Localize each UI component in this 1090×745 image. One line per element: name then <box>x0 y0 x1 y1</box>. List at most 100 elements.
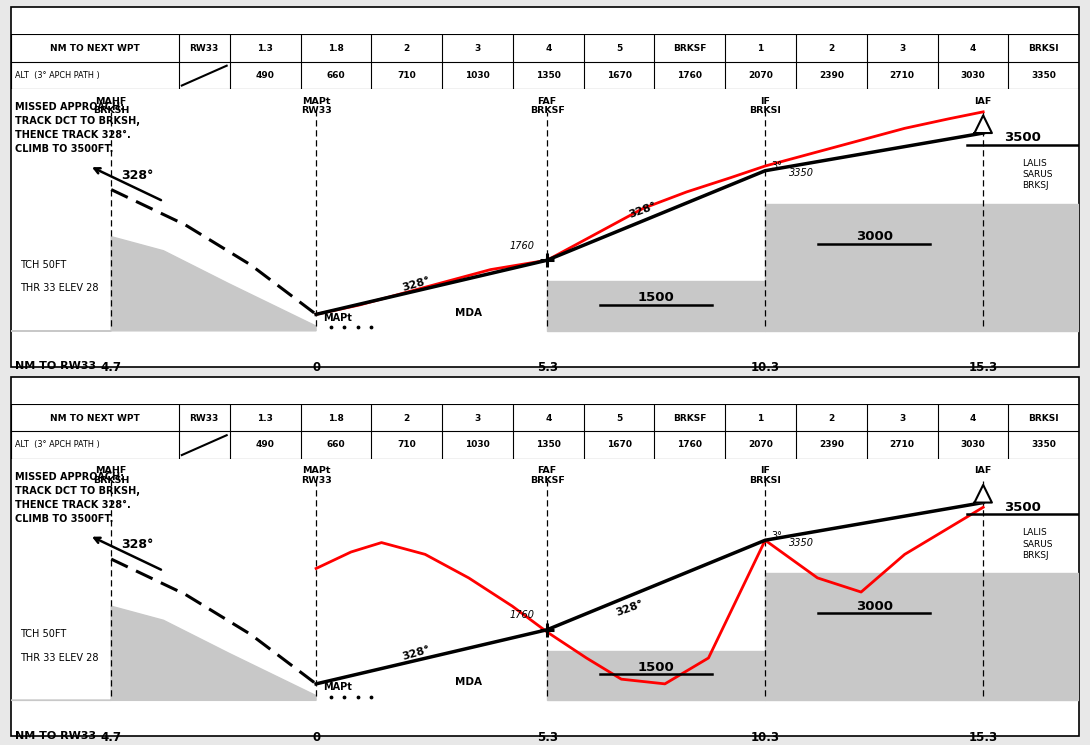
Text: 1030: 1030 <box>465 71 489 80</box>
Text: MDA: MDA <box>456 677 482 688</box>
Text: NM TO RW33: NM TO RW33 <box>15 361 96 372</box>
Text: BRKSI: BRKSI <box>749 476 782 485</box>
Text: 1: 1 <box>758 413 764 422</box>
Text: IAF: IAF <box>974 466 992 475</box>
Text: 1: 1 <box>758 44 764 53</box>
Text: RW33: RW33 <box>301 476 331 485</box>
Text: 1030: 1030 <box>465 440 489 449</box>
Text: IF: IF <box>760 97 771 106</box>
Text: THR 33 ELEV 28: THR 33 ELEV 28 <box>20 653 98 663</box>
Text: 1760: 1760 <box>509 610 534 621</box>
Text: BRKSH: BRKSH <box>93 476 130 485</box>
Text: NM TO NEXT WPT: NM TO NEXT WPT <box>50 44 140 53</box>
Text: 3350: 3350 <box>1031 440 1056 449</box>
Text: 2070: 2070 <box>748 440 773 449</box>
Text: 1350: 1350 <box>536 440 560 449</box>
Text: MAPt: MAPt <box>302 466 330 475</box>
Text: MDA: MDA <box>456 308 482 318</box>
Text: 328°: 328° <box>121 539 154 551</box>
Text: MAPt: MAPt <box>323 313 351 323</box>
Text: 10.3: 10.3 <box>751 731 779 744</box>
Text: 1670: 1670 <box>607 440 631 449</box>
Text: 3°: 3° <box>772 161 783 171</box>
Text: 2710: 2710 <box>889 71 915 80</box>
Text: 2390: 2390 <box>819 440 844 449</box>
Text: BRKSI: BRKSI <box>749 107 782 115</box>
Polygon shape <box>11 237 316 331</box>
Text: 3350: 3350 <box>789 538 814 548</box>
Text: 490: 490 <box>256 440 275 449</box>
Text: 660: 660 <box>327 71 346 80</box>
Text: 660: 660 <box>327 440 346 449</box>
Text: 3: 3 <box>474 44 481 53</box>
Polygon shape <box>11 606 316 700</box>
Text: LALIS
SARUS
BRKSJ: LALIS SARUS BRKSJ <box>1022 528 1053 559</box>
Text: MAPt: MAPt <box>323 682 351 692</box>
Text: 2070: 2070 <box>748 71 773 80</box>
Text: LALIS
SARUS
BRKSJ: LALIS SARUS BRKSJ <box>1022 159 1053 190</box>
Text: 15.3: 15.3 <box>969 731 997 744</box>
Text: 5.3: 5.3 <box>536 361 558 375</box>
Text: 4: 4 <box>970 413 977 422</box>
Text: 4: 4 <box>970 44 977 53</box>
Text: 3030: 3030 <box>960 71 985 80</box>
Text: IAF: IAF <box>974 97 992 106</box>
Text: 1.3: 1.3 <box>257 44 274 53</box>
Text: Approach 1: Approach 1 <box>22 13 119 28</box>
Text: 3500: 3500 <box>1004 131 1041 145</box>
Text: 5: 5 <box>616 413 622 422</box>
Text: MAPt: MAPt <box>302 97 330 106</box>
Text: TCH 50FT: TCH 50FT <box>20 630 65 639</box>
Text: 3350: 3350 <box>789 168 814 178</box>
Text: ALT  (3° APCH PATH ): ALT (3° APCH PATH ) <box>15 71 100 80</box>
Text: 1760: 1760 <box>677 440 702 449</box>
Text: 0: 0 <box>312 361 320 375</box>
Text: TCH 50FT: TCH 50FT <box>20 260 65 270</box>
Text: IF: IF <box>760 466 771 475</box>
Text: BRKSF: BRKSF <box>530 476 565 485</box>
Text: 328°: 328° <box>615 599 645 618</box>
Text: NM TO RW33: NM TO RW33 <box>15 731 96 741</box>
Text: BRKSI: BRKSI <box>1028 413 1059 422</box>
Text: 2: 2 <box>828 413 835 422</box>
Text: BRKSF: BRKSF <box>674 44 706 53</box>
Text: BRKSF: BRKSF <box>530 107 565 115</box>
Text: 328°: 328° <box>401 644 432 662</box>
Text: RW33: RW33 <box>190 413 219 422</box>
Text: 1760: 1760 <box>677 71 702 80</box>
Text: 1760: 1760 <box>509 241 534 251</box>
Text: 1500: 1500 <box>638 661 675 674</box>
Text: 4: 4 <box>545 44 552 53</box>
Text: 10.3: 10.3 <box>751 361 779 375</box>
Text: 2: 2 <box>403 44 410 53</box>
Text: 3: 3 <box>474 413 481 422</box>
Text: BRKSF: BRKSF <box>674 413 706 422</box>
Polygon shape <box>974 115 992 133</box>
Text: FAF: FAF <box>537 466 557 475</box>
Text: 1.8: 1.8 <box>328 413 344 422</box>
Polygon shape <box>765 573 1079 700</box>
Text: 2710: 2710 <box>889 440 915 449</box>
Text: 4.7: 4.7 <box>100 731 122 744</box>
Text: BRKSI: BRKSI <box>1028 44 1059 53</box>
Text: THR 33 ELEV 28: THR 33 ELEV 28 <box>20 283 98 294</box>
Text: 15.3: 15.3 <box>969 361 997 375</box>
Text: MISSED APPROACH:
TRACK DCT TO BRKSH,
THENCE TRACK 328°.
CLIMB TO 3500FT.: MISSED APPROACH: TRACK DCT TO BRKSH, THE… <box>15 472 141 524</box>
Text: MISSED APPROACH:
TRACK DCT TO BRKSH,
THENCE TRACK 328°.
CLIMB TO 3500FT.: MISSED APPROACH: TRACK DCT TO BRKSH, THE… <box>15 102 141 154</box>
Text: 3350: 3350 <box>1031 71 1056 80</box>
Text: 2: 2 <box>403 413 410 422</box>
Text: 2390: 2390 <box>819 71 844 80</box>
Text: 710: 710 <box>398 440 416 449</box>
Polygon shape <box>765 203 1079 331</box>
Text: 3: 3 <box>899 44 906 53</box>
Text: 3°: 3° <box>772 530 783 541</box>
Text: MAHF: MAHF <box>96 97 126 106</box>
Text: 4.7: 4.7 <box>100 361 122 375</box>
Text: 1.8: 1.8 <box>328 44 344 53</box>
Text: FAF: FAF <box>537 97 557 106</box>
Text: 0: 0 <box>312 731 320 744</box>
Text: RW33: RW33 <box>190 44 219 53</box>
Text: 1.3: 1.3 <box>257 413 274 422</box>
Text: 3000: 3000 <box>856 230 893 243</box>
Text: 2: 2 <box>828 44 835 53</box>
